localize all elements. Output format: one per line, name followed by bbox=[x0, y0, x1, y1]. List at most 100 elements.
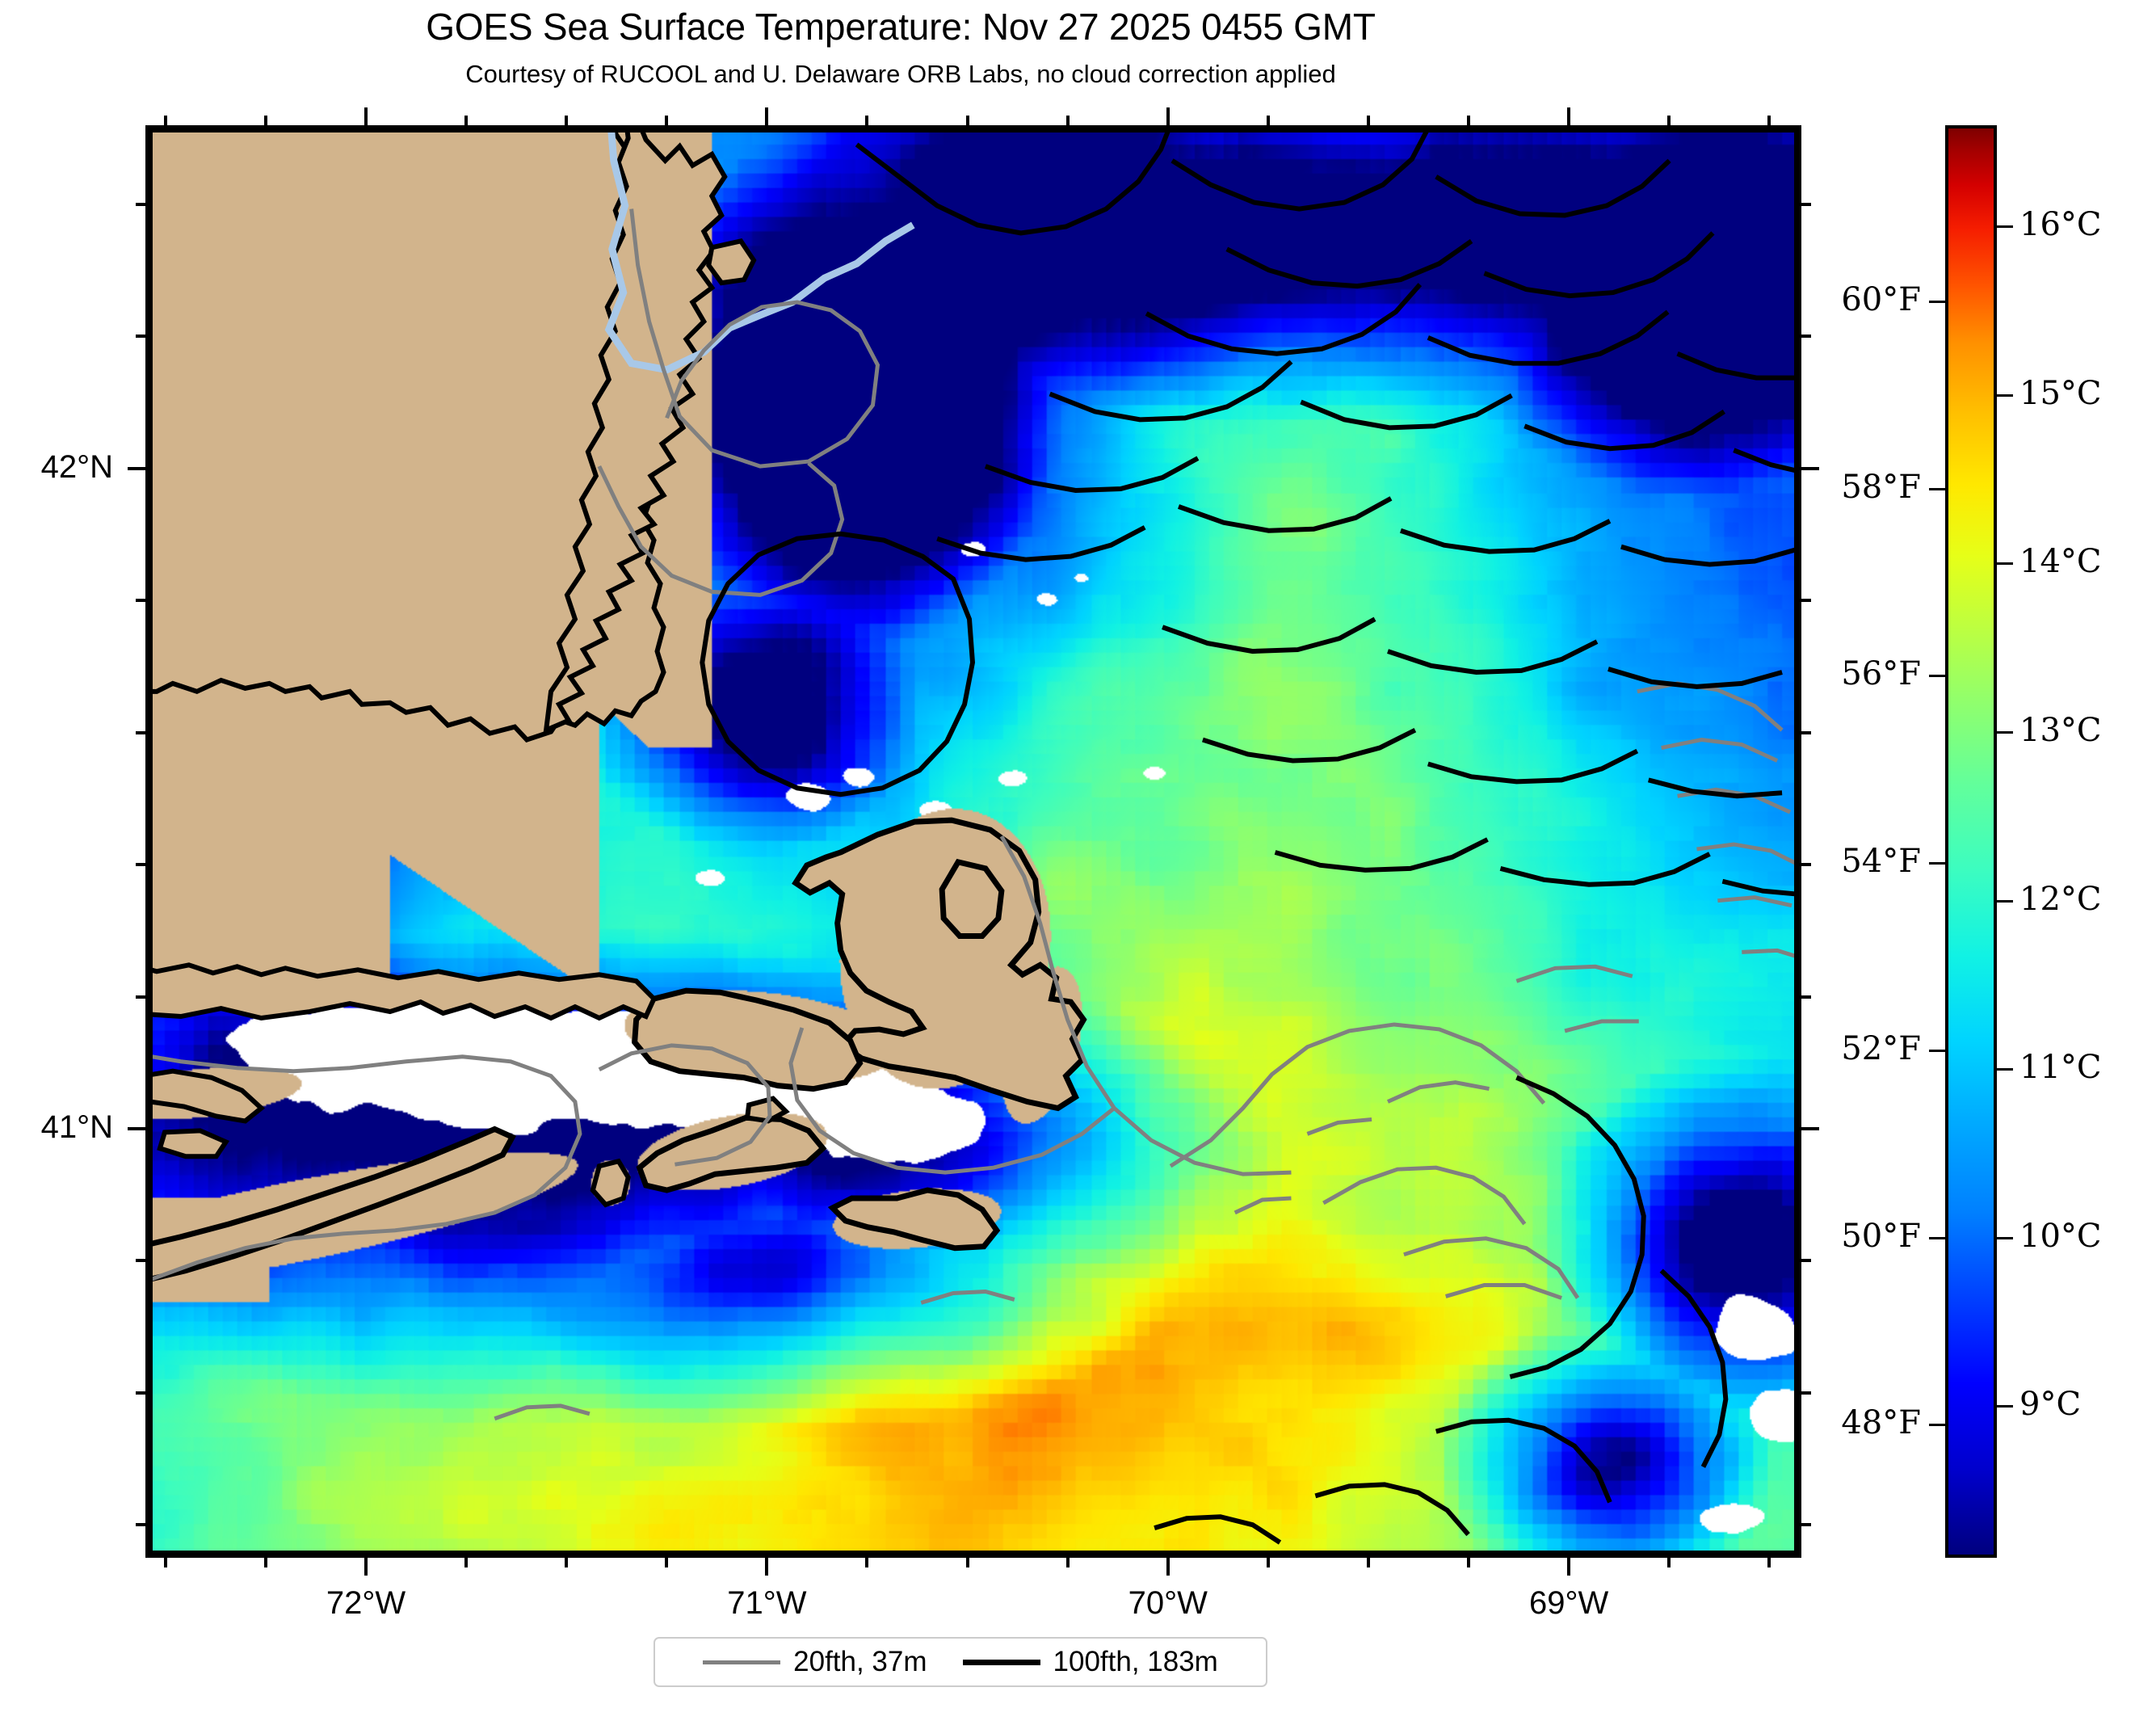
land-marthas-vineyard bbox=[636, 1114, 827, 1193]
x-tick-minor bbox=[1065, 1558, 1070, 1567]
top-tick-major bbox=[364, 107, 368, 125]
legend-line-100fth bbox=[962, 1659, 1040, 1665]
colorbar-tick-fahrenheit bbox=[1929, 300, 1945, 303]
y-tick-minor-right bbox=[1801, 995, 1811, 999]
x-tick-label: 69°W bbox=[1528, 1585, 1609, 1621]
colorbar-label-celsius: 14°C bbox=[2019, 543, 2102, 581]
y-tick-minor bbox=[136, 1391, 145, 1395]
colorbar-tick-fahrenheit bbox=[1929, 675, 1945, 678]
colorbar-label-fahrenheit: 58°F bbox=[1841, 468, 1921, 506]
top-tick-major bbox=[1166, 107, 1170, 125]
top-tick-minor bbox=[1667, 116, 1671, 125]
depth-contour-legend: 20fth, 37m 100fth, 183m bbox=[654, 1637, 1267, 1687]
top-tick-minor bbox=[1266, 116, 1270, 125]
colorbar-tick-fahrenheit bbox=[1929, 1236, 1945, 1239]
x-tick-minor bbox=[1266, 1558, 1270, 1567]
y-tick-minor bbox=[136, 1523, 145, 1527]
land-nantucket bbox=[827, 1187, 1001, 1252]
y-tick-minor bbox=[136, 1259, 145, 1263]
top-tick-minor bbox=[263, 116, 267, 125]
colorbar-label-fahrenheit: 56°F bbox=[1841, 655, 1921, 693]
top-tick-minor bbox=[865, 116, 869, 125]
legend-item-20fth: 20fth, 37m bbox=[703, 1647, 927, 1677]
colorbar-label-celsius: 13°C bbox=[2019, 711, 2102, 749]
colorbar-label-fahrenheit: 54°F bbox=[1841, 843, 1921, 881]
colorbar-tick-celsius bbox=[1997, 899, 2013, 903]
top-tick-minor bbox=[1366, 116, 1370, 125]
x-tick-minor bbox=[263, 1558, 267, 1567]
colorbar-tick-fahrenheit bbox=[1929, 487, 1945, 490]
x-tick-minor bbox=[163, 1558, 167, 1567]
top-tick-major bbox=[1567, 107, 1571, 125]
land-cape-ann bbox=[706, 238, 757, 286]
top-tick-minor bbox=[1767, 116, 1771, 125]
y-tick-major bbox=[128, 466, 145, 470]
x-tick-minor bbox=[1767, 1558, 1771, 1567]
y-tick-minor bbox=[136, 203, 145, 207]
x-tick-minor bbox=[965, 1558, 969, 1567]
x-tick-minor bbox=[665, 1558, 669, 1567]
contour-20fth bbox=[149, 208, 1798, 1421]
legend-label-100fth: 100fth, 183m bbox=[1053, 1646, 1218, 1677]
colorbar-label-celsius: 10°C bbox=[2019, 1217, 2102, 1255]
colorbar-tick-celsius bbox=[1997, 730, 2013, 734]
colorbar-label-fahrenheit: 50°F bbox=[1841, 1217, 1921, 1255]
land-long-island bbox=[149, 1126, 517, 1283]
x-tick-major bbox=[364, 1558, 368, 1576]
x-tick-minor bbox=[1667, 1558, 1671, 1567]
x-tick-label: 70°W bbox=[1128, 1585, 1208, 1621]
y-tick-major bbox=[128, 1126, 145, 1130]
figure-title: GOES Sea Surface Temperature: Nov 27 202… bbox=[426, 6, 1376, 48]
figure-subtitle: Courtesy of RUCOOL and U. Delaware ORB L… bbox=[465, 60, 1336, 88]
top-tick-minor bbox=[464, 116, 469, 125]
colorbar-label-fahrenheit: 52°F bbox=[1841, 1029, 1921, 1067]
sst-map-plot[interactable] bbox=[145, 125, 1801, 1558]
top-tick-minor bbox=[565, 116, 569, 125]
y-tick-minor-right bbox=[1801, 1391, 1811, 1395]
colorbar-label-celsius: 12°C bbox=[2019, 880, 2102, 918]
y-tick-label: 42°N bbox=[40, 448, 113, 485]
y-tick-major-right bbox=[1801, 1126, 1819, 1130]
colorbar-tick-fahrenheit bbox=[1929, 1424, 1945, 1427]
land-cape-cod bbox=[792, 817, 1087, 1112]
y-tick-minor bbox=[136, 995, 145, 999]
y-tick-minor-right bbox=[1801, 1523, 1811, 1527]
y-tick-minor bbox=[136, 335, 145, 339]
x-tick-label: 72°W bbox=[326, 1585, 406, 1621]
top-tick-minor bbox=[163, 116, 167, 125]
colorbar-tick-celsius bbox=[1997, 1405, 2013, 1408]
colorbar-label-celsius: 16°C bbox=[2019, 206, 2102, 244]
x-tick-minor bbox=[565, 1558, 569, 1567]
x-tick-minor bbox=[865, 1558, 869, 1567]
y-tick-minor-right bbox=[1801, 203, 1811, 207]
colorbar-tick-celsius bbox=[1997, 562, 2013, 566]
colorbar-tick-fahrenheit bbox=[1929, 1049, 1945, 1052]
colorbar bbox=[1945, 125, 1997, 1558]
top-tick-minor bbox=[965, 116, 969, 125]
y-tick-minor-right bbox=[1801, 1259, 1811, 1263]
x-tick-label: 71°W bbox=[727, 1585, 807, 1621]
x-tick-major bbox=[1166, 1558, 1170, 1576]
colorbar-tick-celsius bbox=[1997, 393, 2013, 397]
top-tick-minor bbox=[1467, 116, 1470, 125]
land-upper-cape bbox=[632, 987, 864, 1092]
x-tick-major bbox=[765, 1558, 769, 1576]
legend-line-20fth bbox=[703, 1660, 781, 1664]
y-tick-minor-right bbox=[1801, 863, 1811, 867]
x-tick-minor bbox=[464, 1558, 469, 1567]
colorbar-label-celsius: 15°C bbox=[2019, 374, 2102, 412]
y-tick-minor bbox=[136, 730, 145, 734]
x-tick-minor bbox=[1366, 1558, 1370, 1567]
colorbar-tick-celsius bbox=[1997, 1068, 2013, 1071]
colorbar-label-celsius: 11°C bbox=[2019, 1049, 2102, 1087]
map-overlay bbox=[149, 128, 1798, 1555]
y-tick-minor-right bbox=[1801, 335, 1811, 339]
legend-item-100fth: 100fth, 183m bbox=[962, 1646, 1218, 1677]
top-tick-major bbox=[765, 107, 769, 125]
y-tick-label: 41°N bbox=[40, 1109, 113, 1145]
plot-border bbox=[149, 128, 1798, 1555]
y-tick-major-right bbox=[1801, 466, 1819, 470]
x-tick-minor bbox=[1467, 1558, 1470, 1567]
x-tick-major bbox=[1567, 1558, 1571, 1576]
